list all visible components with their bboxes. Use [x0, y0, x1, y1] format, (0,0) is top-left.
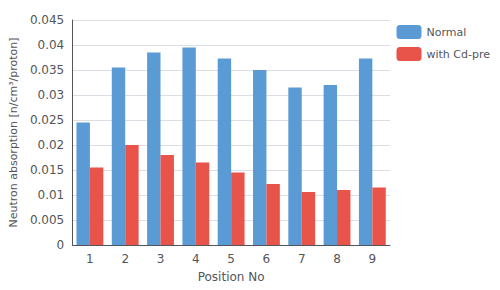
svg-text:3: 3: [157, 252, 165, 266]
svg-text:8: 8: [333, 252, 341, 266]
svg-text:Neutron absorption [n/cm³/prot: Neutron absorption [n/cm³/proton]: [7, 37, 20, 227]
svg-text:0.02: 0.02: [38, 138, 65, 152]
svg-text:0.025: 0.025: [30, 113, 64, 127]
svg-text:0.04: 0.04: [38, 38, 65, 52]
svg-text:4: 4: [192, 252, 200, 266]
svg-text:5: 5: [227, 252, 235, 266]
svg-text:with Cd-pre: with Cd-pre: [427, 48, 491, 61]
svg-text:0.01: 0.01: [38, 188, 65, 202]
svg-text:6: 6: [263, 252, 271, 266]
svg-text:9: 9: [369, 252, 377, 266]
svg-text:Normal: Normal: [427, 26, 467, 39]
svg-text:0.015: 0.015: [30, 163, 64, 177]
svg-text:0.03: 0.03: [38, 88, 65, 102]
svg-text:Position No: Position No: [198, 270, 265, 284]
svg-text:0.005: 0.005: [30, 213, 64, 227]
svg-text:1: 1: [86, 252, 94, 266]
svg-text:0.035: 0.035: [30, 63, 64, 77]
svg-text:0: 0: [57, 238, 65, 252]
svg-text:7: 7: [298, 252, 306, 266]
svg-text:0.045: 0.045: [30, 13, 64, 27]
svg-text:2: 2: [121, 252, 129, 266]
